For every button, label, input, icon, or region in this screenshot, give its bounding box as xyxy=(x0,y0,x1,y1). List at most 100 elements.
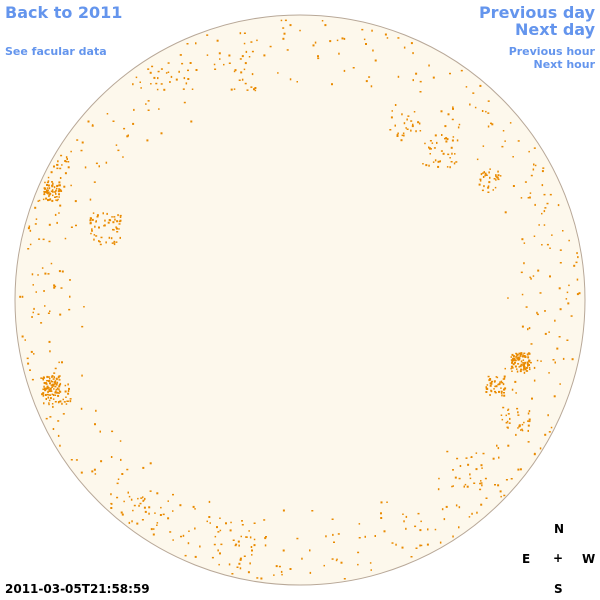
previous-day-link[interactable]: Previous day xyxy=(478,3,595,22)
facula-marker xyxy=(219,58,221,60)
facula-marker xyxy=(433,147,436,149)
facula-marker xyxy=(518,358,521,361)
facula-marker xyxy=(352,67,355,69)
facula-marker xyxy=(107,221,110,224)
facula-marker xyxy=(451,485,453,488)
next-day-link[interactable]: Next day xyxy=(515,20,595,39)
facula-marker xyxy=(525,370,528,372)
facula-marker xyxy=(282,549,285,552)
facula-marker xyxy=(128,521,131,524)
facula-marker xyxy=(529,192,532,194)
facula-marker xyxy=(528,359,531,362)
back-to-year-link[interactable]: Back to 2011 xyxy=(5,3,123,22)
facula-marker xyxy=(480,503,483,506)
facula-marker xyxy=(515,433,517,436)
facula-marker xyxy=(547,414,549,417)
facula-marker xyxy=(507,426,509,429)
facula-marker xyxy=(54,401,57,403)
facula-marker xyxy=(504,140,506,142)
facula-marker xyxy=(476,511,478,514)
facula-marker xyxy=(333,541,335,543)
facula-marker xyxy=(132,509,134,512)
facula-marker xyxy=(493,388,495,390)
facula-marker xyxy=(147,68,150,70)
facula-marker xyxy=(380,517,383,519)
facula-marker xyxy=(503,394,506,397)
facula-marker xyxy=(50,384,53,386)
facula-marker xyxy=(370,569,372,571)
facula-marker xyxy=(487,191,490,193)
next-hour-link[interactable]: Next hour xyxy=(533,58,596,71)
facula-marker xyxy=(51,199,54,202)
facula-marker xyxy=(34,223,37,225)
facula-marker xyxy=(481,189,484,192)
facula-marker xyxy=(70,459,73,461)
facula-marker xyxy=(521,293,524,296)
facula-marker xyxy=(540,360,542,362)
facula-marker xyxy=(411,125,414,128)
facula-marker xyxy=(429,140,432,142)
facula-marker xyxy=(559,249,562,251)
facula-marker xyxy=(66,400,69,402)
facula-marker xyxy=(47,312,50,314)
facula-marker xyxy=(45,387,48,389)
facula-marker xyxy=(517,363,520,365)
facula-marker xyxy=(67,392,70,395)
facula-marker xyxy=(98,240,100,242)
see-facular-data-link[interactable]: See facular data xyxy=(5,45,107,58)
facula-marker xyxy=(548,372,550,374)
facula-marker xyxy=(383,530,386,533)
facula-marker xyxy=(374,535,376,537)
facula-marker xyxy=(493,380,496,382)
facula-marker xyxy=(43,387,46,390)
facula-marker xyxy=(172,493,174,496)
facula-marker xyxy=(52,194,54,197)
facula-marker xyxy=(445,137,448,140)
facula-marker xyxy=(427,528,429,531)
facula-marker xyxy=(301,557,303,560)
facula-marker xyxy=(465,86,468,88)
facula-marker xyxy=(321,20,324,22)
facula-marker xyxy=(532,275,535,277)
facula-marker xyxy=(455,161,458,163)
facula-marker xyxy=(57,401,60,404)
facula-marker xyxy=(244,82,247,85)
facula-marker xyxy=(89,222,92,225)
facula-marker xyxy=(479,488,482,491)
facula-marker xyxy=(56,199,58,202)
facula-marker xyxy=(524,181,527,183)
facula-marker xyxy=(192,505,195,508)
facula-marker xyxy=(218,563,220,566)
facula-marker xyxy=(42,238,45,241)
facula-marker xyxy=(489,379,492,381)
facula-marker xyxy=(187,78,190,80)
facula-marker xyxy=(539,447,542,450)
facula-marker xyxy=(534,164,537,167)
facula-marker xyxy=(48,340,51,343)
facula-marker xyxy=(76,139,79,141)
facula-marker xyxy=(106,212,108,215)
facula-marker xyxy=(466,485,469,488)
facula-marker xyxy=(35,218,38,220)
facula-marker xyxy=(48,195,50,198)
facula-marker xyxy=(566,291,569,294)
facula-marker xyxy=(100,460,103,463)
facula-marker xyxy=(130,498,133,501)
facula-marker xyxy=(69,398,72,400)
facula-marker xyxy=(241,78,244,81)
facula-marker xyxy=(277,72,279,74)
facula-marker xyxy=(49,310,51,312)
facula-marker xyxy=(44,382,47,385)
facula-marker xyxy=(281,573,283,576)
previous-hour-link[interactable]: Previous hour xyxy=(508,45,595,58)
facula-marker xyxy=(420,520,422,523)
facula-marker xyxy=(113,216,116,218)
facula-marker xyxy=(343,578,346,580)
facula-marker xyxy=(121,473,124,475)
facula-marker xyxy=(518,425,521,427)
facula-marker xyxy=(208,516,211,518)
facula-marker xyxy=(432,76,435,79)
facula-marker xyxy=(490,122,492,125)
facula-marker xyxy=(116,227,118,230)
facula-marker xyxy=(523,352,526,355)
